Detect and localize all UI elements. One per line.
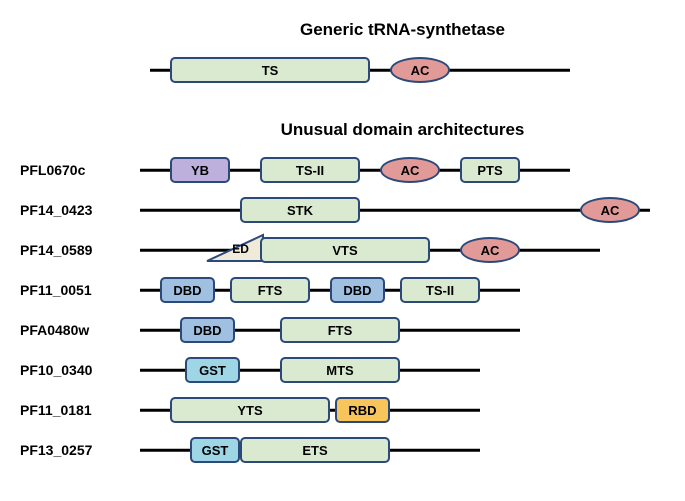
domain-tsii: TS-II bbox=[260, 157, 360, 183]
gene-track: STK AC bbox=[130, 190, 665, 230]
gene-label: PF10_0340 bbox=[20, 362, 130, 378]
gene-row: PFL0670c YB TS-II AC PTS bbox=[20, 150, 665, 190]
section-title-generic: Generic tRNA-synthetase bbox=[140, 20, 665, 40]
gene-row: PF11_0051 DBD FTS DBD TS-II bbox=[20, 270, 665, 310]
gene-track: DBD FTS bbox=[130, 310, 665, 350]
domain-dbd: DBD bbox=[330, 277, 385, 303]
domain-yts: YTS bbox=[170, 397, 330, 423]
domain-tsii: TS-II bbox=[400, 277, 480, 303]
gene-row: PF14_0423 STK AC bbox=[20, 190, 665, 230]
domain-ts: TS bbox=[170, 57, 370, 83]
domain-rbd: RBD bbox=[335, 397, 390, 423]
gene-track: GST MTS bbox=[130, 350, 665, 390]
gene-track: YTSRBD bbox=[130, 390, 665, 430]
section-title-unusual: Unusual domain architectures bbox=[140, 120, 665, 140]
domain-ets: ETS bbox=[240, 437, 390, 463]
gene-row: PF13_0257GSTETS bbox=[20, 430, 665, 470]
gene-label: PF11_0051 bbox=[20, 282, 130, 298]
gene-row: PF11_0181YTSRBD bbox=[20, 390, 665, 430]
gene-label: PF14_0589 bbox=[20, 242, 130, 258]
gene-row: PFA0480w DBD FTS bbox=[20, 310, 665, 350]
domain-ac: AC bbox=[460, 237, 520, 263]
generic-track: TS AC bbox=[140, 50, 665, 90]
gene-track: YB TS-II AC PTS bbox=[130, 150, 665, 190]
domain-fts: FTS bbox=[280, 317, 400, 343]
gene-label: PFA0480w bbox=[20, 322, 130, 338]
gene-label: PF11_0181 bbox=[20, 402, 130, 418]
domain-ac: AC bbox=[380, 157, 440, 183]
gene-row: PF10_0340 GST MTS bbox=[20, 350, 665, 390]
gene-track: GSTETS bbox=[130, 430, 665, 470]
domain-ac: AC bbox=[580, 197, 640, 223]
gene-track: DBD FTS DBD TS-II bbox=[130, 270, 665, 310]
domain-ac: AC bbox=[390, 57, 450, 83]
domain-fts: FTS bbox=[230, 277, 310, 303]
domain-pts: PTS bbox=[460, 157, 520, 183]
domain-yb: YB bbox=[170, 157, 230, 183]
ed-label: ED bbox=[232, 242, 249, 256]
domain-stk: STK bbox=[240, 197, 360, 223]
gene-row: PF14_0589 ED VTS AC bbox=[20, 230, 665, 270]
domain-gst: GST bbox=[185, 357, 240, 383]
domain-vts: VTS bbox=[260, 237, 430, 263]
protein-line bbox=[140, 209, 650, 212]
gene-label: PFL0670c bbox=[20, 162, 130, 178]
domain-dbd: DBD bbox=[160, 277, 215, 303]
gene-track: ED VTS AC bbox=[130, 230, 665, 270]
domain-dbd: DBD bbox=[180, 317, 235, 343]
gene-label: PF13_0257 bbox=[20, 442, 130, 458]
domain-mts: MTS bbox=[280, 357, 400, 383]
domain-gst: GST bbox=[190, 437, 240, 463]
gene-label: PF14_0423 bbox=[20, 202, 130, 218]
